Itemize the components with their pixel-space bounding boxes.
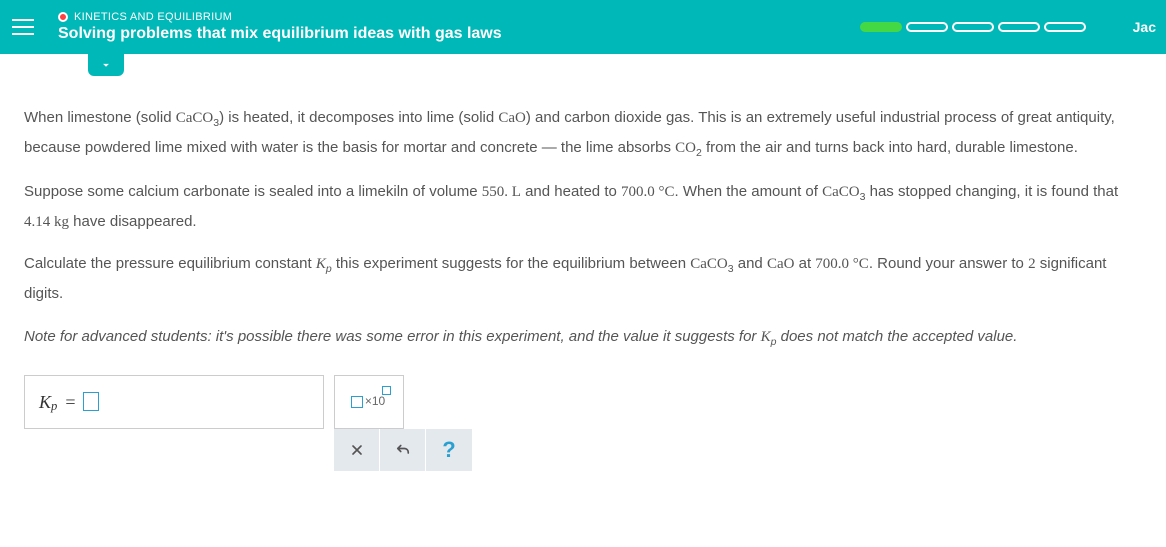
undo-button[interactable] (380, 429, 426, 471)
chapter-text: KINETICS AND EQUILIBRIUM (74, 11, 232, 23)
button-row: ? (334, 429, 472, 471)
close-icon (349, 442, 365, 458)
progress-seg (998, 22, 1040, 32)
chevron-down-icon (99, 58, 113, 72)
progress-seg (860, 22, 902, 32)
topic-title: Solving problems that mix equilibrium id… (58, 25, 502, 43)
header-titles: KINETICS AND EQUILIBRIUM Solving problem… (58, 11, 502, 43)
progress-seg (952, 22, 994, 32)
answer-input[interactable]: Kp = (24, 375, 324, 429)
username-label[interactable]: Jac (1133, 19, 1156, 35)
progress-bar (860, 22, 1086, 32)
answer-row: Kp = ×10 ? (24, 375, 1142, 471)
note-paragraph: Note for advanced students: it's possibl… (24, 323, 1142, 353)
problem-content: When limestone (solid CaCO3) is heated, … (0, 54, 1166, 495)
paragraph-2: Suppose some calcium carbonate is sealed… (24, 178, 1142, 236)
app-header: KINETICS AND EQUILIBRIUM Solving problem… (0, 0, 1166, 54)
tool-column: ×10 ? (334, 375, 472, 471)
paragraph-3: Calculate the pressure equilibrium const… (24, 250, 1142, 308)
record-icon (58, 12, 68, 22)
undo-icon (394, 441, 412, 459)
dropdown-tab[interactable] (88, 54, 124, 76)
help-button[interactable]: ? (426, 429, 472, 471)
answer-blank[interactable] (83, 392, 99, 411)
clear-button[interactable] (334, 429, 380, 471)
chapter-label: KINETICS AND EQUILIBRIUM (58, 11, 502, 23)
menu-icon[interactable] (8, 12, 38, 42)
progress-seg (906, 22, 948, 32)
paragraph-1: When limestone (solid CaCO3) is heated, … (24, 104, 1142, 164)
scientific-notation-button[interactable]: ×10 (334, 375, 404, 429)
progress-seg (1044, 22, 1086, 32)
